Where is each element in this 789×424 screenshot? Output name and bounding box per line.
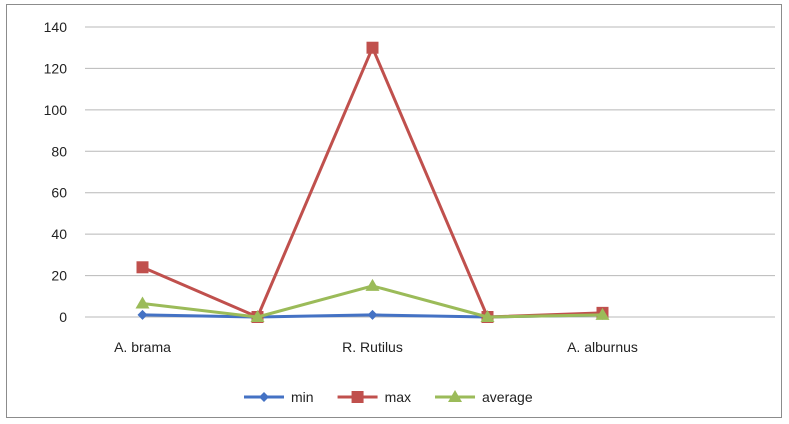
series-average (135, 278, 610, 322)
series-line-max (141, 46, 603, 319)
x-tick-label: A. alburnus (567, 339, 638, 355)
legend-swatch-marker (259, 392, 269, 402)
y-tick-label: 80 (51, 143, 67, 159)
legend-item-max: max (337, 389, 411, 405)
y-tick-label: 40 (51, 226, 67, 242)
x-tick-label: R. Rutilus (342, 339, 403, 355)
legend-swatch-marker (448, 390, 463, 402)
data-point-min (137, 309, 148, 320)
x-tick-label: A. brama (114, 339, 171, 355)
y-tick-label: 120 (44, 60, 68, 76)
gridlines (85, 26, 775, 318)
legend-label: max (385, 389, 411, 405)
x-axis-labels: A. brama R. Rutilus A. alburnus (114, 339, 638, 355)
y-tick-label: 60 (51, 185, 67, 201)
data-point-max (366, 41, 379, 54)
legend-item-min: min (244, 389, 314, 405)
legend-item-average: average (435, 389, 533, 405)
data-point-average (250, 310, 265, 322)
chart-frame (6, 4, 782, 418)
series-lines (135, 41, 610, 323)
data-point-average (135, 296, 150, 309)
legend-label: average (482, 389, 533, 405)
y-tick-label: 140 (44, 19, 68, 35)
data-point-max (136, 261, 149, 274)
y-tick-label: 0 (59, 309, 67, 325)
data-point-average (595, 307, 610, 320)
y-tick-label: 20 (51, 268, 67, 284)
y-tick-label: 100 (44, 102, 68, 118)
data-point-average (480, 310, 495, 322)
legend-swatch-marker (351, 391, 364, 403)
data-point-average (365, 278, 380, 291)
legend: min max average (244, 389, 533, 405)
y-axis-ticks: 0 20 40 60 80 100 120 140 (44, 19, 68, 325)
legend-label: min (291, 389, 314, 405)
data-point-min (367, 309, 378, 320)
